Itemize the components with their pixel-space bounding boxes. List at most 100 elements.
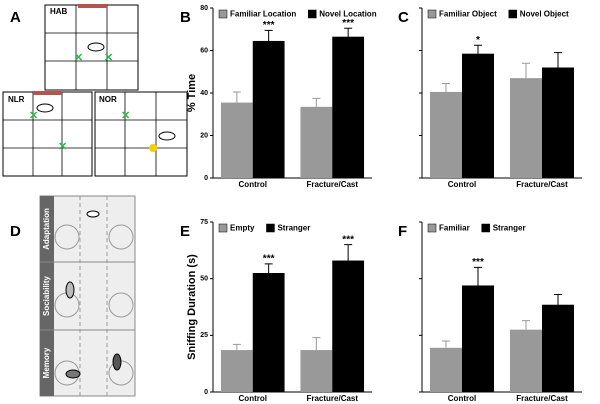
y-tick-label: 0 bbox=[204, 389, 208, 396]
legend-swatch bbox=[266, 223, 275, 233]
error-bar bbox=[312, 337, 321, 351]
stage-label: Sociability bbox=[42, 275, 51, 316]
svg-text:✕: ✕ bbox=[74, 52, 83, 64]
y-tick-label: 40 bbox=[200, 90, 208, 97]
bar bbox=[430, 91, 462, 178]
error-bar bbox=[522, 320, 530, 330]
bar bbox=[542, 67, 574, 178]
y-tick-label: 60 bbox=[200, 47, 208, 54]
error-bar bbox=[442, 82, 450, 92]
arena-nor: NOR ✕ bbox=[94, 91, 188, 177]
significance: *** bbox=[342, 18, 354, 29]
panel-letter: E bbox=[180, 223, 190, 240]
legend-label: Familiar Location bbox=[230, 10, 296, 19]
bar bbox=[252, 40, 285, 178]
bar bbox=[252, 273, 285, 392]
bar bbox=[462, 285, 494, 392]
error-bar bbox=[232, 91, 241, 103]
legend-swatch bbox=[508, 9, 518, 19]
y-tick-label: 25 bbox=[200, 332, 208, 339]
arena-label: NLR bbox=[8, 95, 25, 104]
legend-swatch bbox=[427, 9, 437, 19]
svg-text:✕: ✕ bbox=[29, 110, 38, 122]
legend-swatch bbox=[218, 9, 228, 19]
bar bbox=[300, 106, 333, 178]
bar bbox=[510, 78, 542, 178]
svg-text:✕: ✕ bbox=[121, 110, 130, 122]
legend-label: Novel Location bbox=[319, 10, 376, 19]
legend-label: Stranger bbox=[277, 224, 310, 233]
error-bar bbox=[554, 294, 562, 305]
arena-label: HAB bbox=[50, 7, 68, 16]
bar bbox=[332, 36, 365, 178]
error-bar bbox=[474, 44, 482, 54]
significance: *** bbox=[263, 254, 275, 265]
legend-label: Stranger bbox=[493, 224, 526, 233]
stage-label: Adaptation bbox=[42, 208, 51, 250]
bar-chart: Control * Fracture/Cast Familiar Object Nove… bbox=[419, 7, 582, 189]
y-axis-label: % Time bbox=[186, 74, 198, 112]
error-bar bbox=[344, 244, 353, 261]
bar bbox=[510, 329, 542, 392]
bar bbox=[220, 102, 253, 178]
significance: * bbox=[476, 35, 480, 46]
error-bar bbox=[312, 97, 321, 107]
arena-label: NOR bbox=[99, 95, 117, 104]
panel-letters: A B C D E F bbox=[10, 9, 409, 240]
error-bar bbox=[522, 62, 530, 79]
error-bar bbox=[232, 343, 241, 351]
panel-letter: D bbox=[10, 223, 21, 240]
bar bbox=[430, 347, 462, 392]
bar bbox=[462, 53, 494, 178]
bar-chart: 0 20 40 60 80 % Time Control *** Fracture/Cast **… bbox=[186, 5, 377, 189]
x-tick-label: Control bbox=[448, 394, 476, 403]
bar bbox=[300, 350, 333, 392]
legend-label: Novel Object bbox=[520, 10, 569, 19]
y-tick-label: 20 bbox=[200, 132, 208, 139]
panel-letter: A bbox=[10, 9, 21, 26]
legend-swatch bbox=[481, 223, 490, 233]
panel-letter: F bbox=[398, 223, 407, 240]
error-bar bbox=[264, 263, 273, 273]
error-bar bbox=[474, 266, 482, 286]
arena-nlr: NLR ✕ ✕ bbox=[2, 91, 93, 177]
x-tick-label: Fracture/Cast bbox=[306, 394, 358, 403]
arena-hab: HAB ✕ ✕ bbox=[44, 4, 139, 91]
x-tick-label: Control bbox=[239, 394, 267, 403]
y-axis-label: Sniffing Duration (s) bbox=[186, 254, 198, 360]
y-tick-label: 75 bbox=[200, 219, 208, 226]
bar-chart: Control *** Fracture/Cast Familiar Stranger bbox=[419, 221, 582, 403]
x-tick-label: Fracture/Cast bbox=[306, 180, 358, 189]
legend-swatch bbox=[427, 223, 437, 233]
significance: *** bbox=[342, 234, 354, 245]
legend-swatch bbox=[218, 223, 228, 233]
error-bar bbox=[442, 340, 450, 348]
panel-letter: B bbox=[180, 9, 191, 26]
legend-swatch bbox=[307, 9, 317, 19]
svg-text:✕: ✕ bbox=[104, 52, 113, 64]
bar bbox=[220, 350, 253, 392]
bar bbox=[542, 304, 574, 392]
x-tick-label: Control bbox=[448, 180, 476, 189]
bar-chart: 0 25 50 75 Sniffing Duration (s) Control *** Fr… bbox=[186, 219, 372, 403]
error-bar bbox=[554, 52, 562, 68]
stage-label: Memory bbox=[42, 347, 51, 378]
x-tick-label: Fracture/Cast bbox=[516, 394, 568, 403]
y-tick-label: 50 bbox=[200, 276, 208, 283]
panel-letter: C bbox=[398, 9, 409, 26]
three-chamber: Adaptation Sociability Memory bbox=[39, 195, 136, 397]
legend-label: Empty bbox=[230, 224, 255, 233]
y-tick-label: 80 bbox=[200, 5, 208, 12]
error-bar bbox=[344, 27, 353, 37]
significance: *** bbox=[263, 20, 275, 31]
bar bbox=[332, 260, 365, 392]
legend-label: Familiar bbox=[439, 224, 470, 233]
error-bar bbox=[264, 29, 273, 41]
x-tick-label: Control bbox=[239, 180, 267, 189]
y-tick-label: 0 bbox=[204, 175, 208, 182]
legend-label: Familiar Object bbox=[439, 10, 497, 19]
significance: *** bbox=[472, 257, 484, 268]
x-tick-label: Fracture/Cast bbox=[516, 180, 568, 189]
svg-text:✕: ✕ bbox=[58, 141, 67, 153]
